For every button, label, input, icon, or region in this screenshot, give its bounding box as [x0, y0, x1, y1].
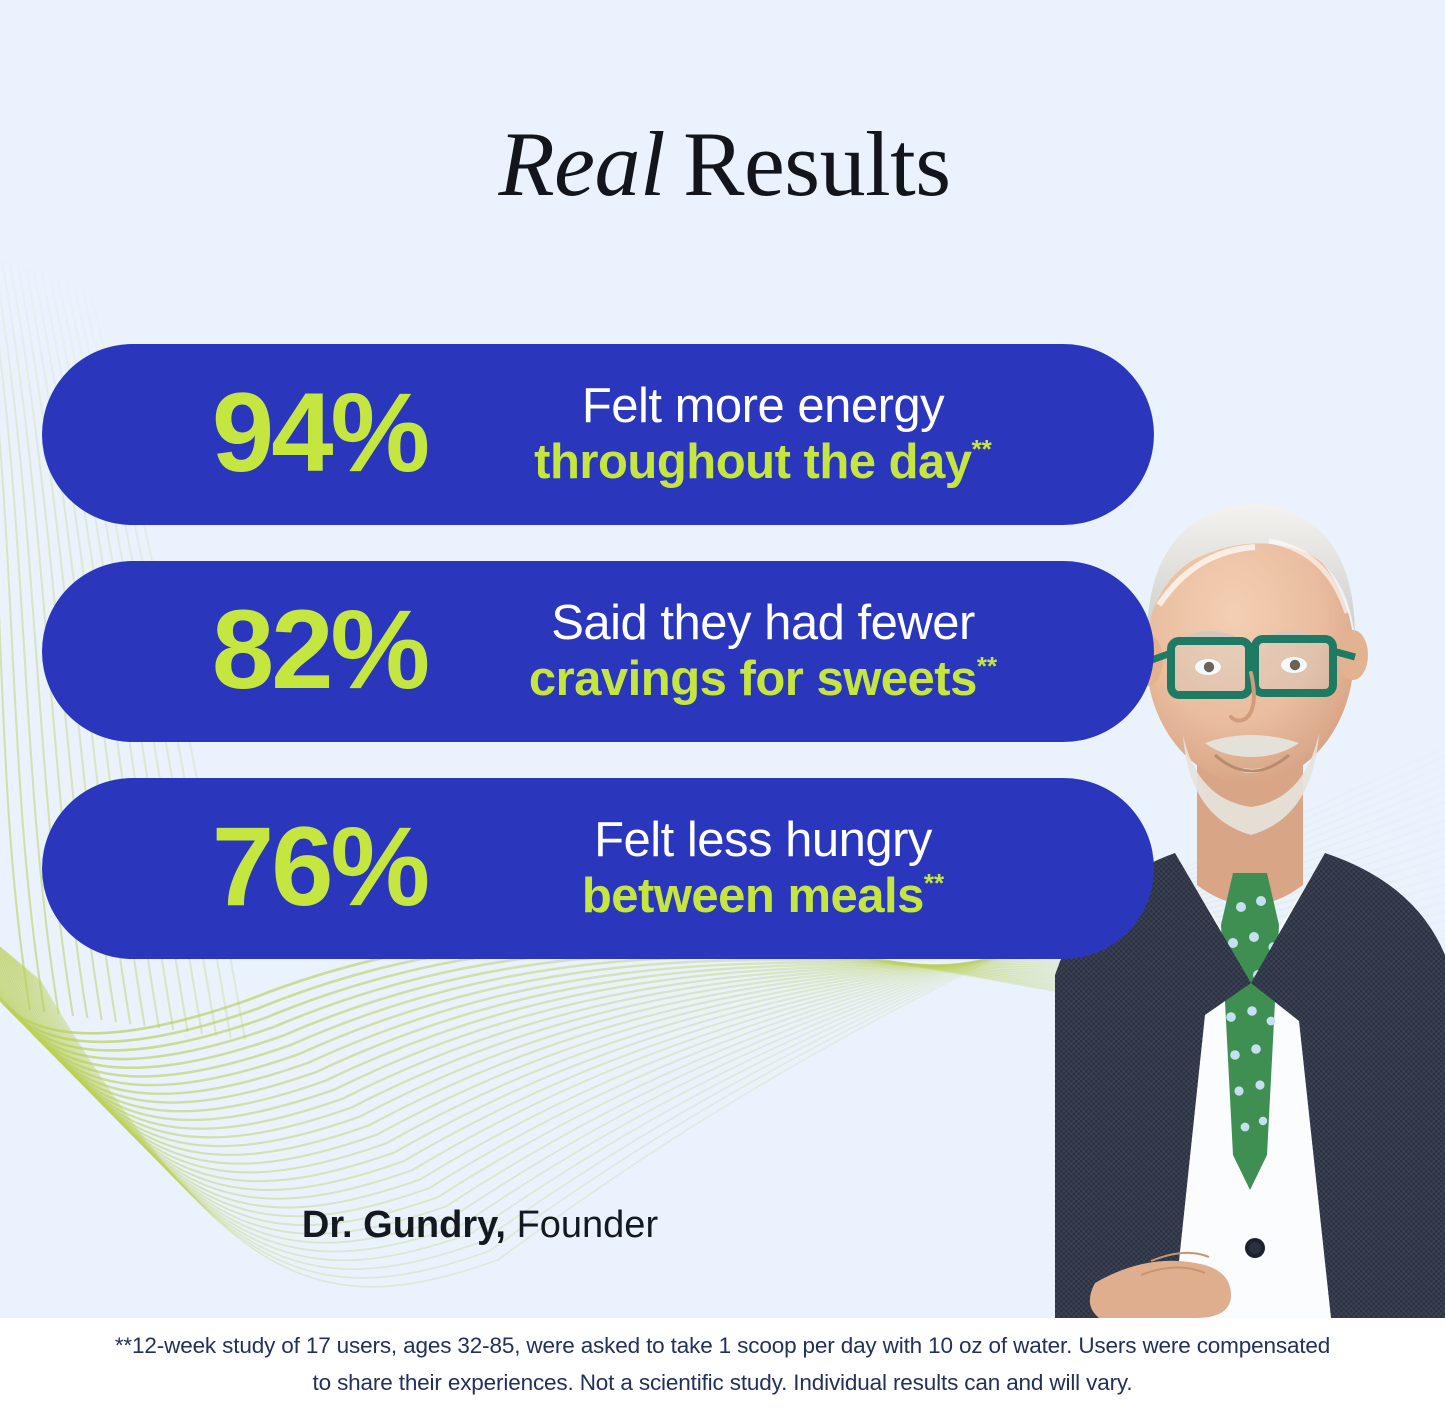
founder-attribution: Dr. Gundry, Founder [0, 1204, 960, 1247]
title-emphasis: Real [492, 118, 671, 210]
stat-description: Felt more energy throughout the day** [492, 379, 1154, 491]
study-disclaimer: **12-week study of 17 users, ages 32-85,… [0, 1318, 1445, 1411]
stat-line-primary: Felt more energy [581, 378, 945, 433]
stat-pill-hunger: 76% Felt less hungry between meals** [42, 778, 1154, 959]
disclaimer-line-2: to share their experiences. Not a scient… [312, 1369, 1133, 1395]
founder-role: Founder [516, 1204, 659, 1246]
stat-line-secondary-text: between meals [581, 868, 925, 923]
stat-percent: 94% [211, 369, 430, 495]
stat-percent: 76% [211, 803, 430, 929]
stat-description: Felt less hungry between meals** [492, 813, 1154, 925]
stat-pill-energy: 94% Felt more energy throughout the day*… [42, 344, 1154, 525]
stat-line-secondary-text: throughout the day [534, 434, 972, 489]
stat-line-secondary-text: cravings for sweets [528, 651, 978, 706]
footnote-marker: ** [971, 433, 992, 464]
stat-line-secondary: between meals** [492, 867, 1034, 925]
founder-name: Dr. Gundry, [301, 1204, 506, 1246]
page-title: Real Results [0, 118, 1445, 210]
disclaimer-line-1: **12-week study of 17 users, ages 32-85,… [114, 1333, 1331, 1359]
footnote-marker: ** [976, 650, 998, 681]
title-plain: Results [683, 113, 951, 215]
stat-percent: 82% [211, 586, 430, 712]
stat-pill-cravings: 82% Said they had fewer cravings for swe… [42, 561, 1154, 742]
stat-line-secondary: throughout the day** [492, 433, 1034, 491]
stat-description: Said they had fewer cravings for sweets*… [492, 596, 1154, 708]
footnote-marker: ** [923, 867, 945, 898]
stat-line-primary: Said they had fewer [551, 595, 975, 650]
stat-line-primary: Felt less hungry [594, 812, 932, 867]
stat-line-secondary: cravings for sweets** [492, 650, 1034, 708]
